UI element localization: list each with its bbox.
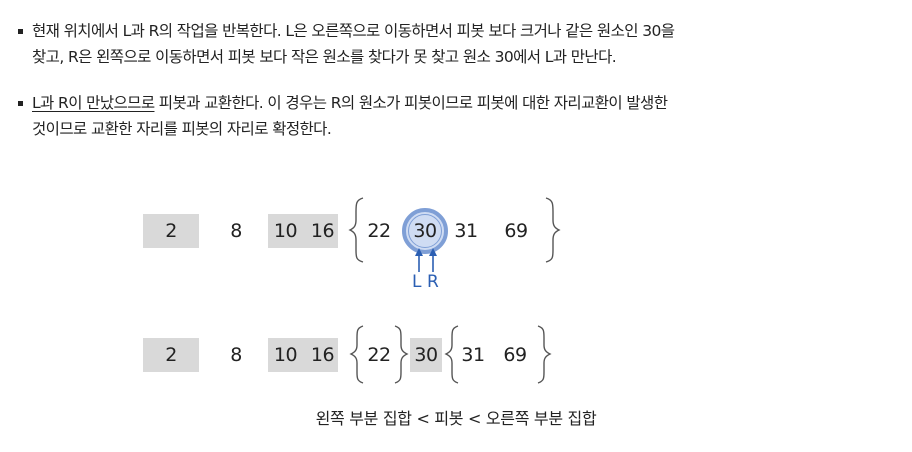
bullet-1: 현재 위치에서 L과 R의 작업을 반복한다. L은 오른쪽으로 이동하면서 피… (18, 18, 898, 70)
brace-close-left-row2 (394, 325, 409, 384)
row1-cell-8: 69 (504, 220, 528, 242)
row2-cell-2: 8 (230, 344, 242, 366)
subset-caption: 왼쪽 부분 집합 < 피봇 < 오른쪽 부분 집합 (315, 409, 597, 428)
brace-close-row1 (545, 197, 561, 263)
row1-cell-1: 2 (143, 214, 199, 248)
arrow-r-head (429, 248, 437, 256)
row1-cell-7: 31 (454, 220, 478, 242)
row2-cell-5: 22 (367, 344, 391, 366)
bullet-2-rest: 피봇과 교환한다. 이 경우는 R의 원소가 피봇이므로 피봇에 대한 자리교환… (154, 94, 668, 112)
bullet-marker (18, 29, 23, 34)
row2-cell-7: 31 (461, 344, 485, 366)
row1-cell-4: 16 (310, 220, 335, 242)
brace-open-left-row2 (349, 325, 364, 384)
underlined-phrase: L과 R이 만났으므로 (32, 94, 155, 112)
highlight-circle (402, 208, 448, 254)
row2-cell-4: 16 (310, 344, 335, 366)
row2-cell-shaded-group (268, 338, 338, 372)
brace-open-row1 (348, 197, 364, 263)
row1-cell-pivot: 30 (413, 220, 437, 242)
bullet-2-line-1: L과 R이 만났으므로 피봇과 교환한다. 이 경우는 R의 원소가 피봇이므로… (32, 90, 898, 116)
row2-cell-3: 10 (273, 344, 298, 366)
arrow-l-head (415, 248, 423, 256)
brace-open-right-row2 (444, 325, 459, 384)
bullet-2-line-2: 것이므로 교환한 자리를 피봇의 자리로 확정한다. (32, 120, 332, 138)
bullet-1-line-2: 찾고, R은 왼쪽으로 이동하면서 피봇 보다 작은 원소를 찾다가 못 찾고 … (32, 48, 617, 66)
pointer-label-r: R (427, 272, 439, 292)
row2-cell-1: 2 (143, 338, 199, 372)
bullet-1-line-1: 현재 위치에서 L과 R의 작업을 반복한다. L은 오른쪽으로 이동하면서 피… (32, 22, 675, 40)
bullet-2: L과 R이 만났으므로 피봇과 교환한다. 이 경우는 R의 원소가 피봇이므로… (18, 90, 898, 142)
row1-cell-shaded-group (268, 214, 338, 248)
row2-cell-8: 69 (503, 344, 527, 366)
brace-close-right-row2 (537, 325, 552, 384)
row2-cell-pivot: 30 (410, 338, 442, 372)
bullet-marker (18, 101, 23, 106)
row1-cell-2: 8 (230, 220, 242, 242)
highlight-circle-inner-ring (408, 214, 442, 248)
row1-cell-5: 22 (367, 220, 391, 242)
pointer-label-l: L (412, 272, 422, 292)
row1-cell-3: 10 (273, 220, 298, 242)
